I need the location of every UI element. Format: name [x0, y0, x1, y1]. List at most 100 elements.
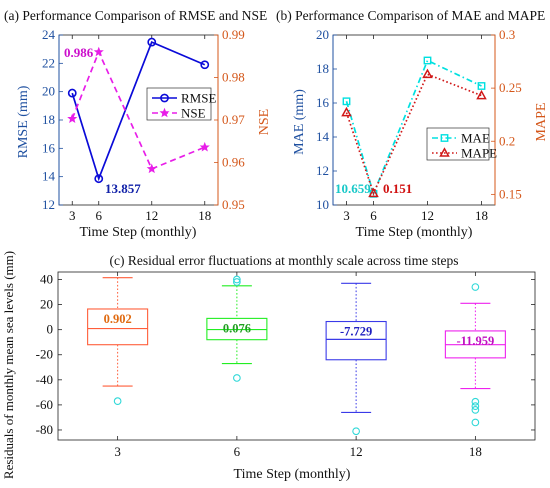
- panel-a-series-nse-point: [67, 113, 78, 124]
- panel-a-legend-nse-label: NSE: [181, 106, 206, 121]
- panel-a-xtick-label: 18: [198, 208, 211, 223]
- panel-a-ytick-right-label: 0.95: [222, 197, 245, 212]
- panel-a-ylabel-right: NSE: [257, 109, 272, 135]
- panel-c-ytick-label: 40: [40, 272, 53, 287]
- panel-b-series-mae-point: [423, 56, 432, 65]
- panel-b-ytick-right-label: 0.3: [499, 27, 515, 42]
- panel-b-xtick-label: 3: [343, 208, 350, 223]
- panel-b-ytick-right-label: 0.2: [499, 133, 515, 148]
- panel-a-ytick-left-label: 14: [42, 169, 56, 184]
- panel-a-xtick-label: 12: [145, 208, 158, 223]
- panel-a-legend-nse-marker: [159, 107, 170, 118]
- panel-b-ytick-left-label: 10: [316, 197, 329, 212]
- panel-c-ytick-label: -80: [36, 422, 53, 437]
- panel-b-legend-box: [426, 127, 490, 161]
- panel-c-title: (c) Residual error fluctuations at month…: [109, 253, 458, 268]
- panel-c-box-outlier: [471, 418, 480, 427]
- panel-a-series-nse-point: [93, 46, 104, 57]
- panel-a-ylabel-left: RMSE (mm): [16, 85, 31, 158]
- panel-b-series-mae-line: [345, 59, 482, 197]
- panel-a-series-rmse-point: [200, 60, 210, 70]
- panel-b-legend-mape-label: MAPE: [461, 146, 497, 161]
- panel-c-ytick-label: 20: [40, 297, 53, 312]
- panel-c-box-outlier: [352, 427, 360, 436]
- panel-a-series-nse-point: [146, 163, 157, 174]
- panel-c-box-iqr: [87, 308, 149, 346]
- panel-a-title: (a) Performance Comparison of RMSE and N…: [4, 8, 267, 23]
- panel-b-title: (b) Performance Comparison of MAE and MA…: [276, 8, 545, 23]
- panel-c-chart: (c) Residual error fluctuations at month…: [1, 251, 536, 482]
- panel-a-legend-rmse-marker: [160, 93, 169, 103]
- panel-b-series-mape-line: [345, 73, 482, 196]
- panel-b-series-mape-point: [476, 89, 487, 100]
- panel-a-ytick-right-label: 0.98: [222, 70, 245, 85]
- panel-c-xlabel: Time Step (monthly): [234, 467, 351, 482]
- panel-b-ytick-right-label: 0.15: [499, 186, 522, 201]
- panel-b-annotation-mape: 0.151: [383, 181, 412, 196]
- panel-c-ylabel: Residuals of monthly mean sea levels (mm…: [1, 251, 16, 479]
- panel-c-xtick-label: 12: [350, 444, 363, 459]
- panel-c-box-outlier: [471, 402, 480, 410]
- panel-b-plot-frame: [332, 34, 496, 206]
- panel-c-xtick-label: 18: [469, 444, 482, 459]
- panel-b-ytick-left-label: 16: [316, 95, 330, 110]
- panel-a-xtick-label: 6: [96, 208, 103, 223]
- panel-c-box-median-label: 0.902: [104, 312, 132, 326]
- panel-c-ytick-label: -20: [36, 347, 53, 362]
- panel-a-ytick-left-label: 16: [42, 140, 56, 155]
- panel-b-ylabel-left: MAE (mm): [292, 89, 307, 155]
- panel-c-box-median-label: 0.076: [223, 321, 251, 335]
- panel-b-series-mae-point: [477, 82, 486, 90]
- panel-b-legend-mape-marker: [439, 147, 450, 157]
- panel-c-box-outlier: [113, 397, 122, 405]
- panel-c-ytick-label: 0: [47, 322, 54, 337]
- panel-c-box-outlier: [233, 374, 241, 382]
- panel-b-ytick-right-label: 0.25: [499, 80, 522, 95]
- panel-a-series-nse-line: [71, 49, 206, 170]
- panel-b-xlabel: Time Step (monthly): [356, 225, 473, 240]
- panel-c-plot-frame: [57, 271, 536, 441]
- panel-c-box-median-label: -11.959: [456, 334, 494, 348]
- panel-a-annotation-nse: 0.986: [64, 45, 94, 60]
- panel-c-box-iqr: [325, 320, 387, 361]
- panel-b-series-mape-point: [422, 68, 433, 79]
- panel-a-series-nse-point: [199, 141, 210, 152]
- panel-b-xtick-label: 18: [475, 208, 488, 223]
- panel-a-legend-box: [146, 87, 212, 121]
- panel-c-ytick-label: -60: [36, 397, 53, 412]
- panel-b-chart: (b) Performance Comparison of MAE and MA…: [276, 8, 549, 240]
- panel-b-series-mape-point: [368, 187, 379, 198]
- panel-b-legend-mae-label: MAE: [461, 131, 490, 146]
- panel-c-box-outlier: [233, 275, 241, 284]
- panel-a-legend-rmse-label: RMSE: [181, 91, 216, 106]
- panel-a-ytick-left-label: 20: [42, 84, 55, 99]
- panel-a-xlabel: Time Step (monthly): [80, 225, 197, 240]
- panel-a-xtick-label: 3: [69, 208, 76, 223]
- panel-a-ytick-left-label: 18: [42, 112, 55, 127]
- panel-a-ytick-right-label: 0.96: [222, 155, 245, 170]
- panel-a-ytick-left-label: 24: [42, 27, 56, 42]
- panel-a-series-rmse-point: [147, 37, 157, 47]
- panel-a-series-rmse-point: [94, 174, 104, 184]
- panel-c-box-outlier: [471, 283, 480, 291]
- panel-a-ytick-left-label: 12: [42, 197, 55, 212]
- panel-b-ytick-left-label: 12: [316, 163, 329, 178]
- panel-b-annotation-mae: 10.659: [335, 181, 371, 196]
- panel-a-ytick-left-label: 22: [42, 55, 55, 70]
- panel-b-series-mape-point: [341, 106, 352, 117]
- panel-b-xtick-label: 6: [370, 208, 377, 223]
- panel-b-ytick-left-label: 20: [316, 27, 329, 42]
- panel-b-ytick-left-label: 14: [316, 129, 330, 144]
- panel-a-ytick-right-label: 0.97: [222, 112, 245, 127]
- panel-c-xtick-label: 6: [234, 444, 241, 459]
- panel-c-box-outlier: [471, 406, 480, 414]
- panel-c-box-median-label: -7.729: [340, 325, 372, 339]
- panel-a-annotation-rmse: 13.857: [105, 181, 141, 196]
- panel-a-chart: (a) Performance Comparison of RMSE and N…: [4, 8, 272, 240]
- panel-b-ylabel-right: MAPE: [534, 103, 549, 142]
- panel-a-series-rmse-point: [67, 88, 77, 98]
- panel-a-ytick-right-label: 0.99: [222, 27, 245, 42]
- panel-c-xtick-label: 3: [114, 444, 121, 459]
- panel-b-xtick-label: 12: [421, 208, 434, 223]
